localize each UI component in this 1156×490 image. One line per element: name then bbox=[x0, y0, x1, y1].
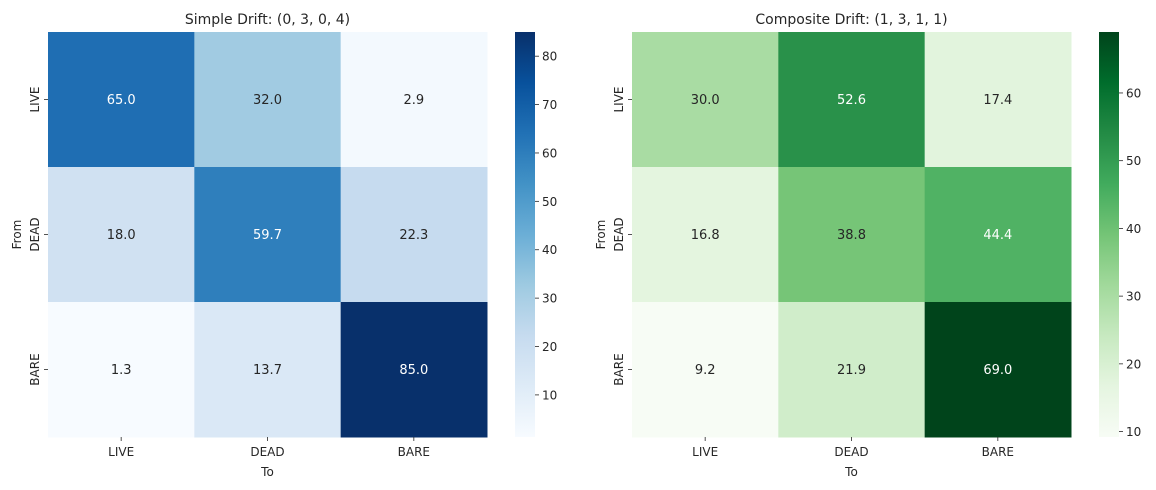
cell-value-label: 38.8 bbox=[837, 228, 866, 243]
heatmap-cell bbox=[778, 302, 926, 438]
heatmap-cell bbox=[924, 32, 1072, 168]
cell-value-label: 59.7 bbox=[253, 228, 282, 243]
cell-value-label: 9.2 bbox=[695, 363, 716, 378]
heatmap-cell bbox=[632, 32, 779, 168]
colorbar-tick-label: 50 bbox=[1126, 154, 1141, 168]
chart-title: Simple Drift: (0, 3, 0, 4) bbox=[185, 12, 350, 28]
y-axis-label: From bbox=[594, 220, 608, 250]
colorbar bbox=[515, 32, 535, 437]
heatmap-cell bbox=[340, 302, 488, 438]
y-axis-label: From bbox=[10, 220, 24, 250]
heatmap-panel-1: Simple Drift: (0, 3, 0, 4) 65.0 32.0 2.9 18.… bbox=[10, 12, 557, 479]
colorbar-tick-label: 50 bbox=[542, 195, 557, 209]
x-tick-label: BARE bbox=[398, 445, 430, 459]
cell-value-label: 52.6 bbox=[837, 93, 866, 108]
colorbar-tick-label: 40 bbox=[1126, 222, 1141, 236]
heatmap-cell bbox=[48, 167, 195, 303]
y-tick-label: BARE bbox=[28, 353, 42, 385]
y-tick-label: DEAD bbox=[28, 217, 42, 251]
colorbar-tick-label: 60 bbox=[1126, 86, 1141, 100]
y-tick-label: LIVE bbox=[28, 86, 42, 112]
cell-value-label: 44.4 bbox=[983, 228, 1012, 243]
colorbar-tick-label: 60 bbox=[542, 146, 557, 160]
colorbar-tick-label: 20 bbox=[1126, 357, 1141, 371]
x-tick-label: DEAD bbox=[834, 445, 868, 459]
y-tick-label: DEAD bbox=[612, 217, 626, 251]
colorbar bbox=[1099, 32, 1119, 437]
heatmap-cell bbox=[48, 32, 195, 168]
heatmap-cell bbox=[48, 302, 195, 438]
colorbar-tick-label: 20 bbox=[542, 340, 557, 354]
colorbar-tick-label: 30 bbox=[542, 292, 557, 306]
colorbar-tick-label: 10 bbox=[542, 388, 557, 402]
chart-title: Composite Drift: (1, 3, 1, 1) bbox=[755, 12, 947, 28]
colorbar-tick-label: 10 bbox=[1126, 425, 1141, 439]
heatmap-cell bbox=[632, 302, 779, 438]
cell-value-label: 17.4 bbox=[983, 93, 1012, 108]
cell-value-label: 13.7 bbox=[253, 363, 282, 378]
cell-value-label: 30.0 bbox=[691, 93, 720, 108]
cell-value-label: 21.9 bbox=[837, 363, 866, 378]
colorbar-tick-label: 30 bbox=[1126, 290, 1141, 304]
x-tick-label: LIVE bbox=[108, 445, 134, 459]
cell-value-label: 16.8 bbox=[691, 228, 720, 243]
heatmap-cell bbox=[632, 167, 779, 303]
cell-value-label: 22.3 bbox=[399, 228, 428, 243]
x-tick-label: LIVE bbox=[692, 445, 718, 459]
cell-value-label: 85.0 bbox=[399, 363, 428, 378]
cell-value-label: 18.0 bbox=[107, 228, 136, 243]
heatmap-panel-2: Composite Drift: (1, 3, 1, 1) 30.0 52.6 17.… bbox=[594, 12, 1141, 479]
x-axis-label: To bbox=[844, 465, 858, 479]
heatmap-cell bbox=[778, 167, 926, 303]
cell-value-label: 65.0 bbox=[107, 93, 136, 108]
heatmap-cell bbox=[924, 167, 1072, 303]
cell-value-label: 2.9 bbox=[403, 93, 424, 108]
heatmap-cell bbox=[194, 32, 342, 168]
cell-value-label: 69.0 bbox=[983, 363, 1012, 378]
x-tick-label: BARE bbox=[982, 445, 1014, 459]
heatmap-cell bbox=[194, 167, 342, 303]
heatmap-cell bbox=[340, 32, 488, 168]
y-tick-label: LIVE bbox=[612, 86, 626, 112]
x-tick-label: DEAD bbox=[250, 445, 284, 459]
colorbar-tick-label: 40 bbox=[542, 243, 557, 257]
colorbar-tick-label: 80 bbox=[542, 50, 557, 64]
colorbar-tick-label: 70 bbox=[542, 98, 557, 112]
cell-value-label: 1.3 bbox=[111, 363, 132, 378]
heatmap-cell bbox=[924, 302, 1072, 438]
heatmap-cell bbox=[340, 167, 488, 303]
x-axis-label: To bbox=[260, 465, 274, 479]
y-tick-label: BARE bbox=[612, 353, 626, 385]
heatmap-cell bbox=[778, 32, 926, 168]
heatmap-cell bbox=[194, 302, 342, 438]
cell-value-label: 32.0 bbox=[253, 93, 282, 108]
